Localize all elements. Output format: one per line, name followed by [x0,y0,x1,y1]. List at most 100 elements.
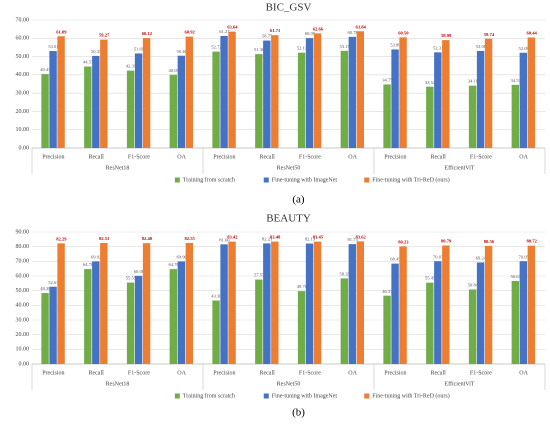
bar [519,52,528,149]
bar [297,291,306,364]
group-label: ResNet50 [277,381,301,387]
bar [212,51,220,148]
bar [356,241,365,364]
data-label: 34.10 [468,79,479,84]
x-tick-label: Recall [259,370,275,376]
x-tick-label: Recall [88,370,104,376]
x-tick-label: OA [348,154,357,160]
x-tick-label: F1-Score [299,154,321,160]
x-tick-label: Precision [42,370,64,376]
bar [399,246,407,364]
data-label: 55.45 [425,276,436,281]
bar [511,280,520,364]
bar [49,51,57,148]
data-label: 61.71 [270,28,281,33]
bar [142,38,151,148]
data-label: 64.70 [168,262,179,267]
data-label: 53.01 [48,44,59,49]
x-tick-label: F1-Score [470,370,492,376]
bar [348,244,357,364]
data-label: 58.99 [441,33,452,38]
data-label: 59.74 [484,32,495,37]
bar [169,74,178,148]
data-label: 59.27 [99,33,110,38]
group-label: EfficientViT [444,164,475,171]
y-tick-label: 70.00 [16,17,30,23]
bar [134,275,143,364]
bar [100,39,108,148]
data-label: 83.62 [355,234,366,239]
data-label: 53.08 [476,44,487,49]
y-tick-label: 50.00 [16,288,30,294]
chart-title: BEAUTY [266,213,311,225]
bar [57,243,65,364]
data-label: 34.53 [510,78,521,83]
bar [313,241,322,364]
bar [212,300,220,364]
y-tick-label: 10.00 [16,347,30,353]
data-label: 62.66 [313,26,324,31]
data-label: 70.07 [433,254,444,259]
data-label: 51.36 [254,47,265,52]
y-tick-label: 60.00 [16,273,30,279]
data-label: 81.60 [219,237,230,242]
bar [255,54,263,148]
bar [177,261,186,364]
data-label: 52.09 [518,46,529,51]
data-label: 60.08 [134,269,145,274]
data-label: 82.13 [305,237,316,242]
y-tick-label: 0.00 [19,145,30,151]
bar [49,286,57,364]
bar [92,261,100,364]
bar [356,31,365,148]
x-tick-label: OA [519,370,528,376]
data-label: 49.70 [297,284,308,289]
x-tick-label: F1-Score [470,154,492,160]
bar [263,243,271,364]
data-label: 55.55 [126,276,137,281]
x-tick-label: F1-Score [299,370,321,376]
group-label: EfficientViT [444,380,475,387]
data-label: 81.73 [347,237,358,242]
y-tick-label: 70.00 [16,259,30,265]
x-tick-label: Precision [213,370,235,376]
data-label: 70.05 [518,254,529,259]
data-label: 50.46 [176,49,187,54]
bar [220,244,228,364]
y-tick-label: 20.00 [16,109,30,115]
data-label: 51.69 [134,47,145,52]
x-tick-label: Precision [42,154,64,160]
legend-label: Fine-tuning with ImageNet [272,177,338,183]
legend-swatch [364,177,370,183]
bar [511,84,520,148]
data-label: 56.61 [510,274,521,279]
bar [434,261,442,364]
data-label: 83.45 [313,235,324,240]
group-label: ResNet50 [277,165,301,171]
bar [305,243,314,364]
group-label: ResNet18 [106,381,130,387]
x-tick-label: Recall [430,370,446,376]
bar [41,74,49,148]
data-label: 43.30 [211,294,222,299]
bar [126,70,135,148]
data-label: 60.44 [526,31,537,36]
data-label: 57.57 [254,273,265,278]
data-label: 52.67 [48,280,59,285]
data-label: 40.43 [40,67,51,72]
y-tick-label: 90.00 [16,229,30,235]
legend-label: Fine-tuning with Tri-ReD (ours) [372,392,450,399]
data-label: 63.64 [227,25,238,30]
y-tick-label: 40.00 [16,303,30,309]
bar [177,55,186,148]
bar [57,36,65,148]
bar [468,85,477,148]
bar [255,279,263,364]
legend-swatch [263,393,269,399]
data-label: 60.92 [184,30,195,35]
bar [484,245,493,364]
data-label: 60.09 [305,31,316,36]
data-label: 58.75 [262,34,273,39]
group-label: ResNet18 [106,165,130,171]
